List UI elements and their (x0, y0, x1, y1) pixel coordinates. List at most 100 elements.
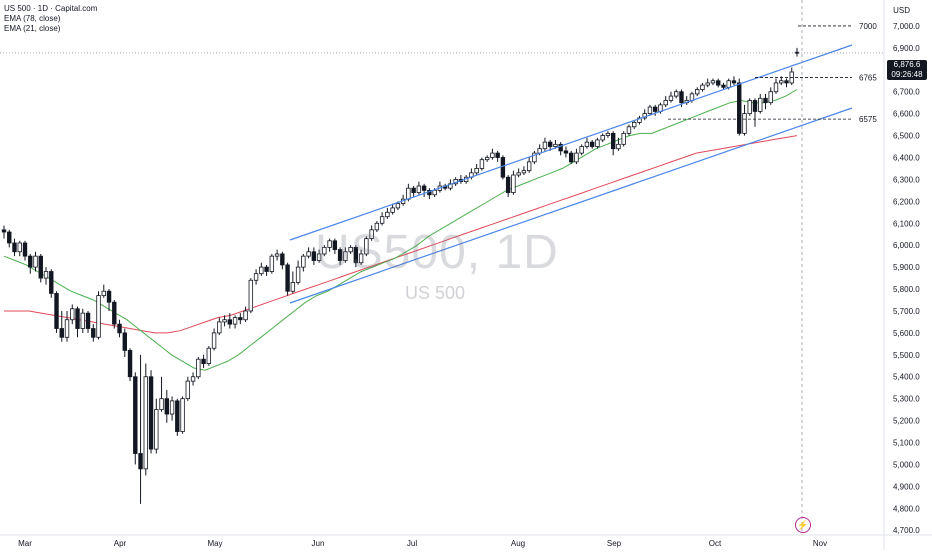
candle-body[interactable] (674, 91, 679, 97)
candle-body[interactable] (637, 117, 642, 123)
candle-body[interactable] (563, 150, 569, 154)
candle-body[interactable] (33, 255, 38, 268)
candle-body[interactable] (768, 91, 773, 104)
candle-body[interactable] (589, 141, 595, 147)
candle-body[interactable] (747, 100, 752, 115)
candle-body[interactable] (390, 207, 395, 213)
candle-body[interactable] (248, 279, 254, 312)
candle-body[interactable] (175, 400, 180, 432)
candle-body[interactable] (327, 240, 332, 248)
candle-body[interactable] (75, 308, 80, 329)
candle-body[interactable] (180, 398, 185, 432)
candle-body[interactable] (117, 323, 122, 334)
candle-body[interactable] (385, 211, 390, 218)
candle-body[interactable] (532, 152, 537, 163)
candle-body[interactable] (148, 376, 154, 450)
candle-body[interactable] (211, 332, 217, 349)
candle-body[interactable] (547, 141, 553, 147)
candle-body[interactable] (295, 266, 301, 283)
candle-body[interactable] (316, 253, 322, 261)
candle-body[interactable] (416, 185, 422, 193)
candle-body[interactable] (411, 187, 416, 193)
candle-body[interactable] (742, 113, 747, 134)
candle-body[interactable] (364, 238, 369, 255)
candle-body[interactable] (584, 141, 590, 147)
candle-body[interactable] (227, 319, 233, 325)
candle-body[interactable] (421, 185, 427, 191)
lightning-icon[interactable]: ⚡ (795, 517, 811, 533)
candle-body[interactable] (17, 242, 22, 253)
candle-body[interactable] (379, 216, 385, 224)
candle-body[interactable] (332, 240, 338, 250)
candle-body[interactable] (290, 282, 296, 292)
candle-body[interactable] (752, 100, 758, 112)
candle-body[interactable] (700, 84, 705, 90)
candle-body[interactable] (737, 82, 742, 134)
candle-body[interactable] (106, 290, 112, 303)
candle-body[interactable] (285, 264, 290, 292)
candle-body[interactable] (49, 271, 54, 294)
candle-body[interactable] (59, 328, 64, 338)
candle-body[interactable] (43, 271, 49, 279)
candle-body[interactable] (358, 253, 364, 264)
candle-body[interactable] (610, 132, 616, 150)
candle-body[interactable] (7, 231, 12, 244)
candle-body[interactable] (28, 255, 33, 268)
candle-body[interactable] (38, 255, 43, 279)
candle-body[interactable] (91, 328, 96, 338)
candle-body[interactable] (716, 80, 721, 86)
candle-body[interactable] (621, 132, 626, 145)
candle-body[interactable] (80, 312, 85, 329)
candle-body[interactable] (206, 347, 212, 364)
candle-body[interactable] (406, 187, 411, 200)
symbol-title[interactable]: US 500 · 1D · Capital.com (4, 4, 98, 13)
candle-body[interactable] (64, 319, 70, 338)
candle-body[interactable] (217, 321, 222, 334)
candle-body[interactable] (679, 91, 684, 104)
candle-body[interactable] (553, 143, 558, 147)
candle-body[interactable] (112, 301, 117, 325)
candle-body[interactable] (243, 310, 248, 321)
candle-body[interactable] (201, 358, 206, 364)
candle-body[interactable] (579, 146, 584, 154)
candle-body[interactable] (663, 100, 668, 106)
candle-body[interactable] (626, 126, 632, 134)
candle-body[interactable] (133, 376, 138, 454)
candle-body[interactable] (143, 376, 148, 470)
candle-body[interactable] (705, 82, 710, 86)
candle-body[interactable] (784, 80, 789, 84)
candle-body[interactable] (85, 312, 91, 329)
candle-body[interactable] (274, 253, 280, 257)
candle-body[interactable] (12, 242, 17, 253)
candle-body[interactable] (647, 106, 653, 115)
candle-body[interactable] (758, 97, 763, 112)
candle-body[interactable] (196, 358, 201, 378)
candle-body[interactable] (605, 132, 611, 136)
candle-body[interactable] (22, 242, 28, 257)
candle-body[interactable] (479, 159, 485, 169)
candle-body[interactable] (306, 251, 311, 257)
candle-body[interactable] (101, 290, 106, 297)
candle-body[interactable] (190, 376, 196, 382)
candle-body[interactable] (474, 168, 479, 174)
candle-body[interactable] (395, 203, 401, 209)
candle-body[interactable] (337, 249, 343, 261)
candle-body[interactable] (505, 176, 511, 193)
candle-body[interactable] (516, 172, 521, 176)
candle-body[interactable] (568, 152, 574, 163)
candle-body[interactable] (269, 255, 275, 272)
candle-body[interactable] (322, 246, 327, 255)
candle-body[interactable] (311, 251, 317, 261)
candle-body[interactable] (70, 308, 75, 321)
candle-body[interactable] (495, 152, 500, 158)
candle-body[interactable] (595, 139, 600, 147)
candle-body[interactable] (343, 251, 348, 261)
candle-body[interactable] (526, 161, 532, 172)
candle-body[interactable] (763, 97, 768, 104)
candle-body[interactable] (374, 222, 380, 231)
candle-body[interactable] (232, 317, 238, 325)
candle-body[interactable] (164, 398, 170, 415)
candle-body[interactable] (574, 152, 579, 163)
candle-body[interactable] (348, 246, 353, 253)
